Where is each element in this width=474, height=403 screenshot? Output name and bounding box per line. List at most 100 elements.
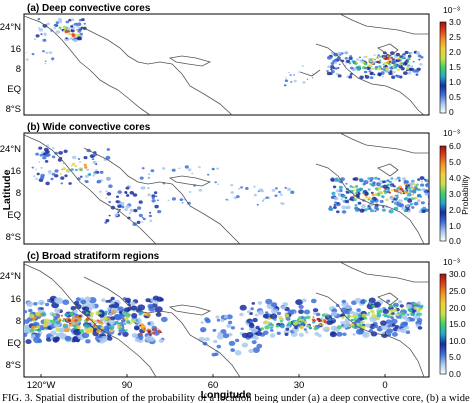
wide-core-cell (405, 187, 408, 190)
stratiform-cell (79, 329, 85, 333)
stratiform-cell (371, 310, 375, 314)
stratiform-cell (160, 316, 168, 323)
stratiform-cell (252, 317, 258, 323)
wide-core-cell (138, 213, 143, 218)
wide-core-cell (379, 191, 384, 195)
deep-core-cell (312, 77, 314, 79)
wide-core-cell (382, 184, 388, 189)
stratiform-cell (313, 326, 319, 331)
wide-core-cell (382, 205, 385, 208)
wide-core-cell (407, 210, 411, 213)
stratiform-cell (234, 350, 242, 356)
stratiform-cell (287, 321, 292, 325)
stratiform-cell (216, 318, 221, 322)
stratiform-cell (25, 339, 32, 345)
stratiform-cell (216, 333, 224, 340)
wide-core-cell (363, 191, 369, 196)
deep-core-cell (42, 38, 47, 42)
stratiform-cell (122, 311, 127, 314)
deep-core-cell (404, 50, 409, 55)
wide-core-cell (428, 202, 429, 205)
deep-core-cell (83, 22, 87, 25)
wide-core-cell (245, 187, 249, 190)
stratiform-cell (373, 301, 382, 308)
stratiform-cell (143, 312, 147, 315)
deep-core-cell (399, 64, 402, 67)
wide-core-cell (412, 189, 417, 194)
stratiform-cell (332, 318, 335, 321)
stratiform-cell (200, 327, 207, 333)
stratiform-cell (301, 298, 307, 303)
stratiform-cell (392, 308, 398, 313)
stratiform-cell (410, 317, 416, 322)
stratiform-cell (323, 319, 327, 322)
stratiform-cell (308, 325, 311, 328)
cb-a-tick-1: 2.5 (449, 32, 461, 42)
wide-core-cell (108, 184, 113, 188)
cb-b-tick-4: 2.0 (449, 205, 461, 215)
stratiform-cell (239, 304, 247, 311)
wide-core-cell (424, 192, 429, 196)
stratiform-cell (228, 340, 236, 346)
cb-a-tick-0: 3.0 (449, 17, 461, 27)
wide-core-cell (129, 208, 134, 212)
deep-core-cell (382, 68, 386, 72)
wide-core-cell (388, 191, 391, 194)
stratiform-cell (269, 313, 278, 320)
latitude-axis-label: Latitude (1, 169, 13, 210)
wide-core-cell (150, 169, 155, 173)
stratiform-cell (153, 327, 157, 331)
lat-tick-b-eq: EQ (7, 210, 21, 221)
wide-core-cell (261, 200, 265, 203)
wide-core-cell (405, 204, 410, 208)
wide-core-cell (394, 178, 398, 181)
stratiform-cell (249, 320, 253, 323)
deep-core-cell (283, 84, 287, 87)
wide-core-cell (149, 219, 153, 222)
wide-core-cell (137, 206, 142, 210)
wide-core-cell (403, 197, 407, 201)
wide-core-cell (87, 173, 90, 176)
cb-a-tick-3: 1.5 (449, 62, 461, 72)
wide-core-cell (99, 170, 104, 174)
stratiform-cell (49, 319, 53, 323)
wide-core-cell (399, 191, 402, 193)
stratiform-cell (139, 324, 142, 327)
wide-core-cell (271, 188, 276, 192)
stratiform-cell (145, 335, 154, 342)
wide-core-cell (333, 206, 337, 209)
wide-core-cell (363, 208, 368, 212)
stratiform-cell (399, 327, 407, 334)
stratiform-cell (279, 320, 283, 323)
longitude-tick-labels: 120°W 90 60 30 0 (27, 380, 388, 391)
stratiform-cell (326, 319, 334, 325)
stratiform-cell (251, 340, 257, 345)
wide-core-cell (391, 200, 394, 203)
deep-core-cell (53, 27, 57, 30)
wide-core-cell (345, 191, 350, 194)
stratiform-cell (257, 301, 263, 305)
stratiform-cell (33, 302, 38, 306)
wide-core-cell (151, 196, 155, 200)
stratiform-cell (215, 315, 220, 319)
wide-core-cell (424, 178, 427, 181)
deep-core-cell (348, 62, 352, 65)
stratiform-cell (382, 309, 389, 314)
wide-core-cell (211, 167, 215, 171)
wide-core-cell (139, 176, 144, 180)
wide-core-cell (345, 182, 348, 185)
deep-core-cell (31, 53, 35, 56)
wide-core-cell (385, 198, 389, 202)
wide-core-cell (253, 185, 256, 188)
stratiform-cell (390, 318, 398, 324)
deep-core-cell (330, 70, 335, 74)
wide-core-cell (83, 156, 88, 160)
deep-core-cell (67, 30, 71, 33)
deep-core-cell (403, 71, 408, 75)
deep-core-cell (33, 38, 37, 41)
stratiform-cell (119, 324, 122, 327)
deep-core-cell (385, 67, 389, 71)
wide-core-cell (330, 178, 335, 182)
stratiform-cell (260, 327, 265, 331)
wide-core-cell (253, 193, 257, 197)
